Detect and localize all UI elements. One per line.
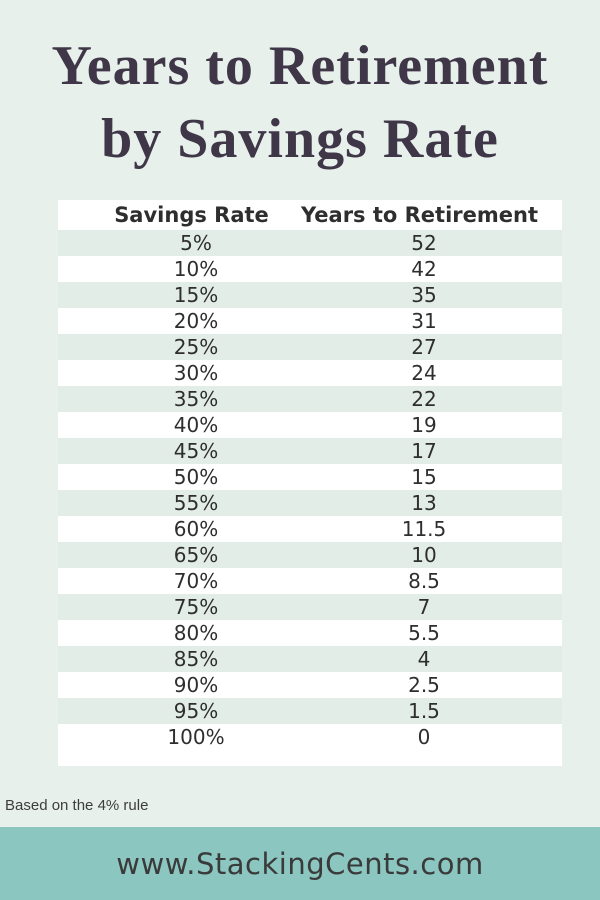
savings-rate-cell: 25% [173,335,219,359]
years-to-retirement-cell: 1.5 [408,699,440,723]
years-to-retirement-cell: 42 [411,257,437,281]
table-row: 20% 31 [58,308,562,334]
table-row: 35% 22 [58,386,562,412]
title-line-1: Years to Retirement [51,35,549,97]
savings-rate-cell: 60% [173,517,219,541]
savings-rate-cell: 85% [173,647,219,671]
website-url: www.StackingCents.com [116,846,484,881]
title-line-2: by Savings Rate [101,108,499,170]
years-to-retirement-cell: 7 [417,595,431,619]
savings-table: Savings Rate Years to Retirement 5% 52 10%… [58,200,562,766]
savings-rate-cell: 45% [173,439,219,463]
years-to-retirement-cell: 15 [411,465,437,489]
savings-rate-cell: 15% [173,283,219,307]
table-row: 55% 13 [58,490,562,516]
table-row: 25% 27 [58,334,562,360]
header-years-to-retirement: Years to Retirement [301,203,538,227]
header-savings-rate: Savings Rate [114,203,269,227]
table-row: 95% 1.5 [58,698,562,724]
savings-rate-cell: 10% [173,257,219,281]
years-to-retirement-cell: 35 [411,283,437,307]
savings-rate-cell: 75% [173,595,219,619]
savings-rate-cell: 40% [173,413,219,437]
years-to-retirement-cell: 52 [411,231,437,255]
years-to-retirement-cell: 24 [411,361,437,385]
table-row: 75% 7 [58,594,562,620]
table-header-row: Savings Rate Years to Retirement [58,200,562,230]
savings-rate-cell: 70% [173,569,219,593]
table-row: 50% 15 [58,464,562,490]
savings-rate-cell: 95% [173,699,219,723]
table-row: 70% 8.5 [58,568,562,594]
table-body: 5% 52 10% 42 15% 35 20% 31 25% 27 30% 24 35% 22 40% 19 4… [58,230,562,750]
years-to-retirement-cell: 27 [411,335,437,359]
table-row: 90% 2.5 [58,672,562,698]
savings-rate-cell: 55% [173,491,219,515]
years-to-retirement-cell: 13 [411,491,437,515]
savings-rate-cell: 35% [173,387,219,411]
footnote: Based on the 4% rule [5,797,149,814]
years-to-retirement-cell: 10 [411,543,437,567]
table-row: 65% 10 [58,542,562,568]
years-to-retirement-cell: 17 [411,439,437,463]
years-to-retirement-cell: 11.5 [401,517,447,541]
savings-rate-cell: 50% [173,465,219,489]
table-row: 15% 35 [58,282,562,308]
table-row: 80% 5.5 [58,620,562,646]
years-to-retirement-cell: 19 [411,413,437,437]
table-row: 85% 4 [58,646,562,672]
years-to-retirement-cell: 4 [417,647,431,671]
savings-rate-cell: 80% [173,621,219,645]
table-row: 40% 19 [58,412,562,438]
table-row: 30% 24 [58,360,562,386]
years-to-retirement-cell: 5.5 [408,621,440,645]
savings-rate-cell: 65% [173,543,219,567]
table-row: 45% 17 [58,438,562,464]
years-to-retirement-cell: 22 [411,387,437,411]
savings-rate-cell: 30% [173,361,219,385]
table-row: 100% 0 [58,724,562,750]
years-to-retirement-cell: 2.5 [408,673,440,697]
savings-rate-cell: 100% [167,725,225,749]
savings-rate-cell: 5% [180,231,212,255]
table-row: 5% 52 [58,230,562,256]
table-row: 10% 42 [58,256,562,282]
page-title: Years to Retirement by Savings Rate [0,30,600,176]
savings-rate-cell: 90% [173,673,219,697]
years-to-retirement-cell: 0 [417,725,431,749]
years-to-retirement-cell: 31 [411,309,437,333]
footer-bar: www.StackingCents.com [0,827,600,900]
table-row: 60% 11.5 [58,516,562,542]
years-to-retirement-cell: 8.5 [408,569,440,593]
savings-rate-cell: 20% [173,309,219,333]
